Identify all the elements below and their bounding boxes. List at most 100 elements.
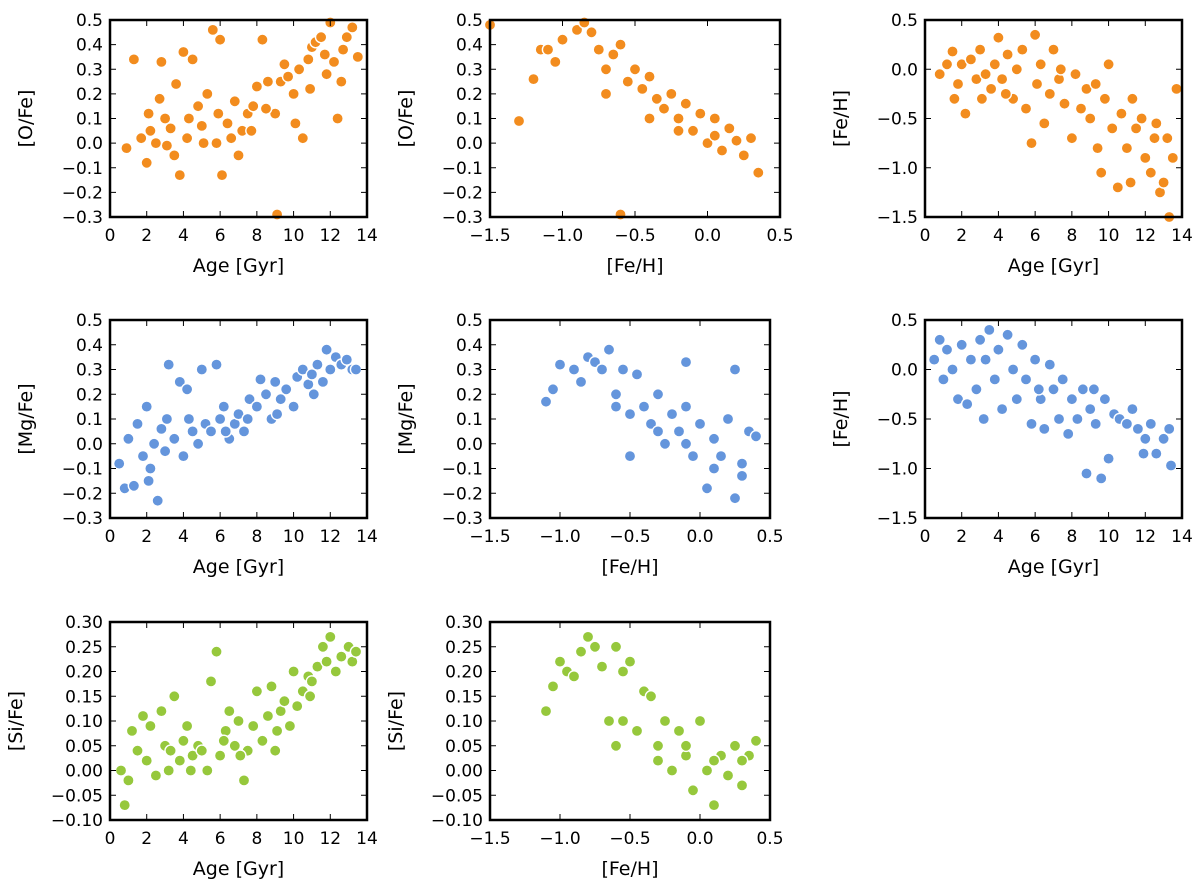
data-point (979, 353, 992, 366)
data-point (149, 769, 163, 782)
data-point (118, 798, 131, 812)
data-point (707, 432, 721, 446)
data-point (1025, 417, 1038, 431)
data-point (210, 136, 223, 150)
data-point (1010, 63, 1024, 76)
data-point (327, 55, 341, 69)
y-tick-label: −0.3 (442, 208, 483, 228)
data-point (1105, 122, 1119, 135)
data-point (265, 680, 278, 693)
data-point (1139, 151, 1152, 165)
data-point (728, 491, 742, 505)
data-point (246, 719, 260, 733)
data-point (250, 80, 264, 93)
data-point (278, 58, 291, 71)
y-tick-label: 0.4 (76, 336, 103, 356)
data-point (210, 645, 223, 659)
y-tick-label: 0.3 (456, 361, 483, 381)
data-point (200, 764, 214, 777)
data-point (951, 77, 965, 91)
data-point (136, 709, 150, 723)
data-point (268, 744, 282, 758)
data-point (250, 400, 264, 413)
data-point (1016, 43, 1029, 56)
x-axis-label: Age [Gyr] (1008, 556, 1099, 578)
data-point (651, 425, 665, 438)
data-point (1019, 102, 1033, 115)
data-point (1087, 382, 1101, 396)
data-point (140, 156, 153, 170)
data-point (628, 63, 642, 76)
x-tick-label: 10 (283, 527, 305, 547)
data-point (336, 43, 350, 56)
data-point (728, 739, 742, 753)
x-axis-label: [Fe/H] (601, 556, 658, 578)
data-point (651, 754, 665, 767)
data-point (735, 779, 749, 792)
data-point (177, 734, 190, 748)
data-point (1001, 328, 1014, 342)
x-tick-label: 0.0 (686, 527, 713, 547)
data-point (167, 149, 181, 162)
scatter-panel: 0 2 4 6 8 10 12 14 0.5 0.0 −0.5 −1.0 −1.5 Age [Gyr] [F… (830, 11, 1193, 277)
data-point (651, 739, 665, 753)
data-point (351, 50, 365, 64)
data-point (630, 724, 644, 738)
data-point (609, 640, 623, 654)
data-point (243, 392, 256, 406)
x-axis-label: [Fe/H] (601, 858, 658, 880)
data-point (349, 645, 363, 659)
data-point (621, 75, 635, 88)
y-axis-label: [Fe/H] (830, 390, 852, 447)
y-tick-label: 0.1 (456, 110, 483, 130)
data-point (679, 739, 693, 753)
y-tick-label: 0.1 (76, 410, 103, 430)
data-point (1069, 67, 1082, 81)
x-tick-label: 4 (993, 527, 1004, 547)
data-point (254, 373, 267, 386)
data-point (213, 33, 227, 47)
data-point (1028, 353, 1042, 366)
x-tick-label: 12 (1134, 226, 1156, 246)
y-tick-label: 0.5 (456, 11, 483, 31)
data-point (735, 457, 749, 470)
data-point (1157, 432, 1170, 446)
data-point (112, 457, 126, 470)
data-point (296, 131, 310, 145)
y-tick-label: −1.5 (877, 208, 918, 228)
data-point (992, 343, 1005, 357)
data-point (316, 375, 330, 389)
data-point (162, 358, 175, 371)
data-point (983, 323, 996, 337)
data-point (700, 481, 714, 495)
data-point (995, 402, 1009, 416)
data-point (567, 670, 581, 683)
scatter-panel: −1.5 −1.0 −0.5 0.0 0.5 0.30 0.25 0.20 0.15 0.10 0.… (385, 613, 784, 880)
data-point (1071, 412, 1084, 426)
data-point (1170, 82, 1183, 96)
data-point (147, 437, 161, 451)
data-point (155, 55, 168, 69)
x-tick-label: 10 (1098, 527, 1120, 547)
scatter-panel: −1.5 −1.0 −0.5 0.0 0.5 0.5 0.4 0.3 0.2 0.1 0.0 −0.1… (395, 11, 794, 277)
data-point (1115, 107, 1128, 120)
x-tick-label: −0.5 (609, 829, 650, 849)
data-point (186, 53, 199, 66)
data-point (585, 25, 598, 39)
data-point (700, 764, 714, 777)
data-point (616, 363, 630, 376)
axes-frame (488, 620, 772, 822)
data-point (1120, 141, 1134, 155)
data-point (937, 373, 950, 386)
data-point (679, 97, 693, 110)
x-tick-label: 8 (251, 226, 262, 246)
data-point (303, 82, 317, 96)
data-point (599, 87, 613, 101)
data-point (723, 122, 736, 135)
data-point (658, 437, 672, 451)
data-point (553, 655, 567, 668)
data-point (1047, 43, 1060, 56)
data-point (197, 136, 210, 150)
data-point (287, 400, 300, 413)
data-point (314, 30, 328, 44)
